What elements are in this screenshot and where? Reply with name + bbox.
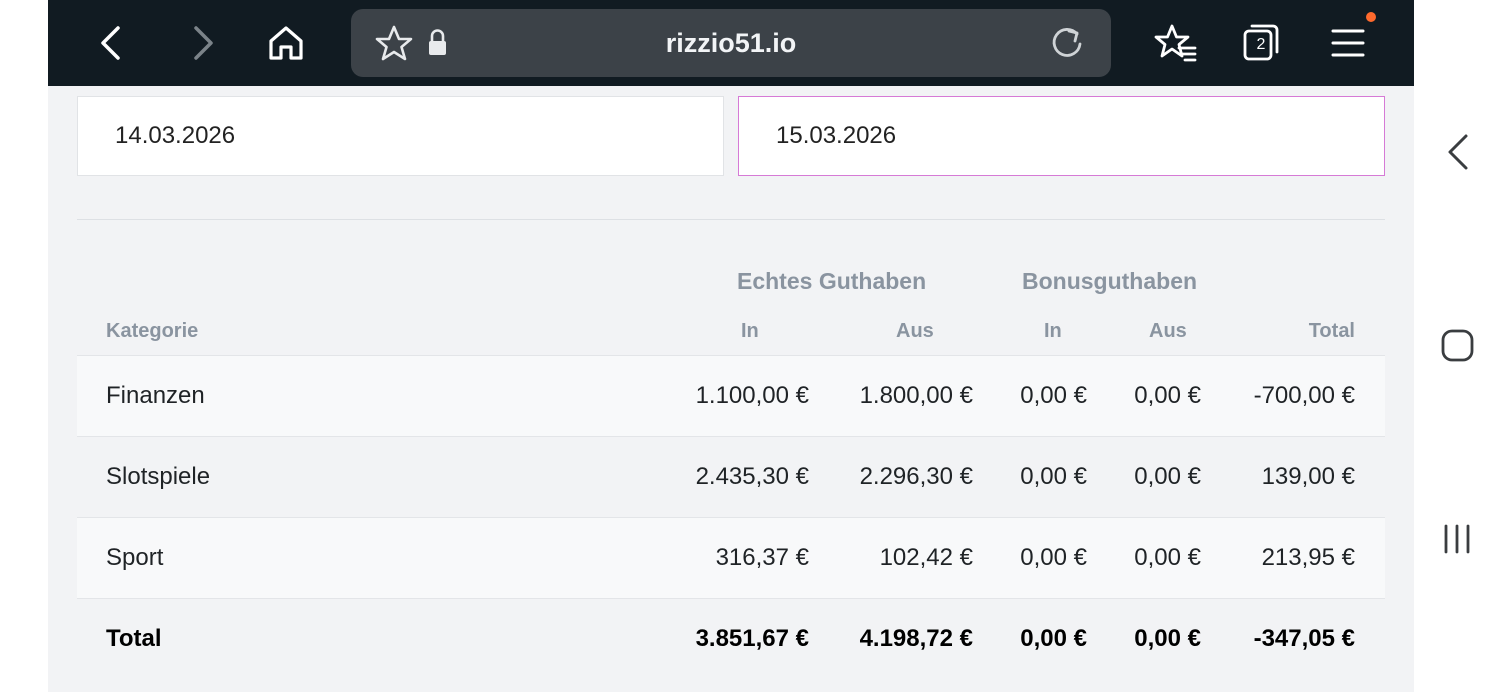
cell-bonus-in: 0,00 € <box>1020 544 1087 571</box>
forward-icon[interactable] <box>179 20 225 66</box>
date-from-input[interactable]: 14.03.2026 <box>77 96 724 176</box>
column-header-total: Total <box>1308 320 1355 342</box>
cell-real-in: 2.435,30 € <box>695 463 809 490</box>
notification-dot <box>1366 12 1376 22</box>
cell-bonus-out: 0,00 € <box>1134 544 1201 571</box>
cell-real-out: 1.800,00 € <box>859 382 973 409</box>
column-header-bonus-out: Aus <box>1149 320 1187 342</box>
cell-real-out: 4.198,72 € <box>859 625 973 652</box>
column-header-real-in: In <box>741 320 759 342</box>
browser-toolbar: rizzio51.io 2 <box>48 0 1414 86</box>
table-row: Sport 316,37 € 102,42 € 0,00 € 0,00 € 21… <box>77 517 1385 598</box>
cell-bonus-out: 0,00 € <box>1134 382 1201 409</box>
cell-bonus-in: 0,00 € <box>1020 625 1087 652</box>
cell-category: Finanzen <box>106 382 205 409</box>
group-header-real-balance: Echtes Guthaben <box>737 268 927 294</box>
bookmark-star-icon[interactable] <box>371 21 417 67</box>
nav-recents-icon[interactable] <box>1438 517 1478 561</box>
column-header-real-out: Aus <box>896 320 934 342</box>
cell-bonus-in: 0,00 € <box>1020 463 1087 490</box>
page-content: 14.03.2026 15.03.2026 Echtes Guthaben Bo… <box>48 86 1414 692</box>
cell-category: Slotspiele <box>106 463 211 490</box>
home-icon[interactable] <box>263 20 309 66</box>
group-header-bonus-balance: Bonusguthaben <box>1022 268 1198 294</box>
tabs-icon[interactable] <box>1238 20 1284 66</box>
cell-bonus-out: 0,00 € <box>1134 463 1201 490</box>
back-icon[interactable] <box>89 20 135 66</box>
nav-back-icon[interactable] <box>1439 130 1479 174</box>
nav-home-icon[interactable] <box>1438 324 1478 368</box>
cell-real-in: 3.851,67 € <box>695 625 809 652</box>
cell-real-out: 102,42 € <box>879 544 973 571</box>
cell-bonus-in: 0,00 € <box>1020 382 1087 409</box>
cell-total: 213,95 € <box>1261 544 1355 571</box>
url-text[interactable]: rizzio51.io <box>665 28 797 58</box>
menu-icon[interactable] <box>1325 20 1371 66</box>
cell-total: 139,00 € <box>1261 463 1355 490</box>
lock-icon <box>429 29 446 55</box>
column-header-bonus-in: In <box>1044 320 1062 342</box>
table-total-row: Total 3.851,67 € 4.198,72 € 0,00 € 0,00 … <box>77 598 1385 679</box>
cell-real-out: 2.296,30 € <box>859 463 973 490</box>
address-bar[interactable]: rizzio51.io <box>351 9 1111 77</box>
cell-total: -700,00 € <box>1253 382 1355 409</box>
cell-real-in: 316,37 € <box>715 544 809 571</box>
bookmarks-list-icon[interactable] <box>1152 20 1198 66</box>
table-row: Finanzen 1.100,00 € 1.800,00 € 0,00 € 0,… <box>77 355 1385 436</box>
cell-real-in: 1.100,00 € <box>695 382 809 409</box>
table-row: Slotspiele 2.435,30 € 2.296,30 € 0,00 € … <box>77 436 1385 517</box>
cell-bonus-out: 0,00 € <box>1134 625 1201 652</box>
cell-category: Total <box>106 625 162 652</box>
cell-category: Sport <box>106 544 164 571</box>
date-to-input[interactable]: 15.03.2026 <box>738 96 1385 176</box>
system-nav-bar <box>1414 0 1500 692</box>
tab-count: 2 <box>1256 36 1266 53</box>
reload-icon[interactable] <box>1044 21 1090 67</box>
cell-total: -347,05 € <box>1253 625 1355 652</box>
column-header-category: Kategorie <box>106 320 199 342</box>
divider <box>77 219 1385 220</box>
